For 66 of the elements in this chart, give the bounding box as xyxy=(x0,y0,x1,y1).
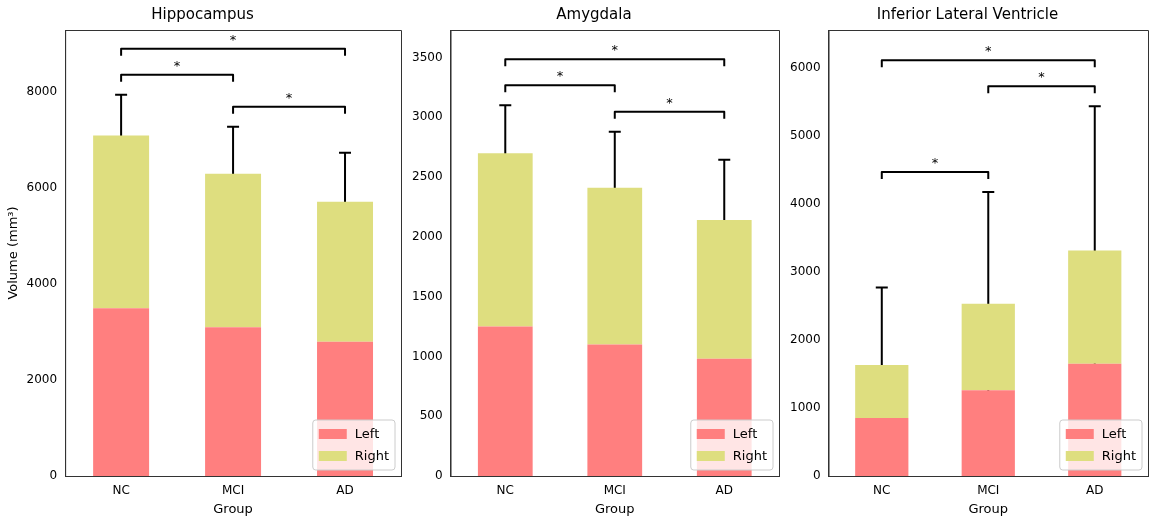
x-axis-title: Group xyxy=(213,500,253,516)
legend-label: Left xyxy=(732,426,758,442)
chart-title: Hippocampus xyxy=(151,4,254,23)
x-axis-title: Group xyxy=(968,500,1009,516)
bar xyxy=(587,344,643,476)
y-tick-label: 0 xyxy=(434,468,443,483)
annotation: * xyxy=(611,42,619,58)
annotation: * xyxy=(556,68,564,84)
y-tick-label: 3500 xyxy=(411,49,443,64)
x-axis-title: Group xyxy=(594,500,635,516)
y-tick-label: 2000 xyxy=(789,331,821,346)
y-tick-label: 1500 xyxy=(411,288,443,303)
bar xyxy=(205,173,262,328)
x-tick-label: AD xyxy=(336,483,354,498)
bar xyxy=(587,187,643,345)
bar xyxy=(317,201,374,342)
annotation: * xyxy=(1038,69,1046,85)
legend-label: Left xyxy=(354,426,380,442)
x-tick-label: NC xyxy=(496,483,514,498)
y-tick-label: 4000 xyxy=(789,195,821,210)
legend-label: Right xyxy=(1101,448,1136,464)
legend-label: Right xyxy=(732,448,767,464)
bar xyxy=(1068,250,1122,364)
x-tick-label: AD xyxy=(715,483,733,498)
y-tick-label: 4000 xyxy=(26,276,58,291)
x-tick-label: MCI xyxy=(221,483,245,498)
y-tick-label: 2000 xyxy=(26,372,58,387)
x-tick-label: NC xyxy=(112,483,130,498)
x-tick-label: MCI xyxy=(603,483,626,498)
chart-title: Amygdala xyxy=(556,4,632,23)
x-tick-label: NC xyxy=(873,483,891,498)
x-tick-label: MCI xyxy=(977,483,1000,498)
bar xyxy=(855,418,909,476)
y-tick-label: 2500 xyxy=(411,169,443,184)
bar xyxy=(477,153,533,327)
y-tick-label: 500 xyxy=(419,408,443,423)
y-axis-title: Volume (mm³) xyxy=(5,206,21,300)
y-tick-label: 1000 xyxy=(411,348,443,363)
y-tick-label: 3000 xyxy=(411,109,443,124)
bar xyxy=(961,390,1015,476)
y-tick-label: 5000 xyxy=(789,127,821,142)
y-tick-label: 1000 xyxy=(789,400,821,415)
bar xyxy=(855,365,909,419)
bar xyxy=(477,326,533,476)
legend-label: Right xyxy=(354,448,389,464)
annotation: * xyxy=(285,89,293,105)
bar xyxy=(205,327,262,476)
annotation: * xyxy=(985,43,993,59)
x-tick-label: AD xyxy=(1086,483,1104,498)
bar xyxy=(93,135,150,309)
y-tick-label: 8000 xyxy=(26,84,58,99)
annotation: * xyxy=(173,57,181,73)
legend-label: Left xyxy=(1101,426,1127,442)
chart-title: Inferior Lateral Ventricle xyxy=(876,4,1059,23)
annotation: * xyxy=(666,94,674,110)
y-tick-label: 6000 xyxy=(789,59,821,74)
annotation: * xyxy=(931,154,939,170)
y-tick-label: 6000 xyxy=(26,180,58,195)
bar xyxy=(696,220,752,359)
y-tick-label: 3000 xyxy=(789,263,821,278)
y-tick-label: 0 xyxy=(812,468,821,483)
bar xyxy=(961,303,1015,391)
annotation: * xyxy=(229,31,237,47)
y-tick-label: 2000 xyxy=(411,228,443,243)
y-tick-label: 0 xyxy=(49,468,58,483)
bar xyxy=(93,308,150,476)
